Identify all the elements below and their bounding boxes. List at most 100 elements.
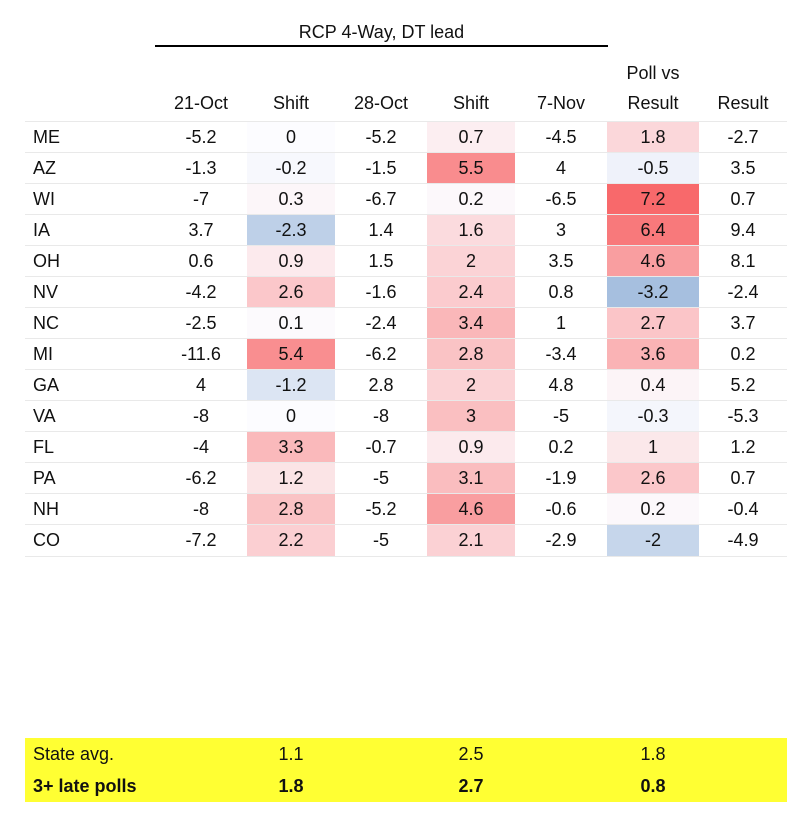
state-label: CO bbox=[33, 530, 60, 550]
state-label: NH bbox=[33, 499, 59, 519]
cell-shift2: 3.4 bbox=[427, 308, 515, 339]
summary-shift1: 1.1 bbox=[278, 744, 304, 764]
cell-nov7: -6.5 bbox=[545, 189, 577, 209]
cell-poll-vs-result: 2.7 bbox=[607, 308, 699, 339]
cell-shift2: 2 bbox=[427, 246, 515, 277]
cell-shift2: 4.6 bbox=[427, 494, 515, 525]
cell-nov7: -4.5 bbox=[545, 127, 577, 147]
cell-shift1: 0 bbox=[247, 122, 335, 153]
cell-shift2: 2.4 bbox=[427, 277, 515, 308]
cell-oct28: -5 bbox=[372, 530, 389, 550]
cell-shift2: 0.2 bbox=[427, 184, 515, 215]
cell-oct21: -8 bbox=[192, 499, 209, 519]
cell-oct28: 1.5 bbox=[368, 251, 394, 271]
summary-label: 3+ late polls bbox=[33, 776, 137, 796]
cell-nov7: -5 bbox=[552, 406, 569, 426]
cell-oct28: -6.2 bbox=[365, 344, 397, 364]
cell-poll-vs-result: 6.4 bbox=[607, 215, 699, 246]
column-header-line: 7-Nov bbox=[536, 93, 585, 113]
summary-shift2: 2.7 bbox=[458, 776, 484, 796]
column-header-shift2: Shift bbox=[427, 88, 515, 118]
summary-poll-vs-result: 0.8 bbox=[640, 776, 666, 796]
column-header-result: Result bbox=[699, 88, 787, 118]
cell-nov7: 0.8 bbox=[548, 282, 574, 302]
cell-oct21: -11.6 bbox=[181, 344, 221, 364]
cell-nov7: -2.9 bbox=[545, 530, 577, 550]
cell-oct21: -4 bbox=[192, 437, 209, 457]
cell-shift2: 2 bbox=[427, 370, 515, 401]
state-label: FL bbox=[33, 437, 55, 457]
cell-nov7: 4.8 bbox=[548, 375, 574, 395]
cell-oct28: -5 bbox=[372, 468, 389, 488]
table-row: PA -6.2 1.2 -5 3.1 -1.9 2.6 0.7 bbox=[25, 462, 787, 494]
table-row: IA 3.7 -2.3 1.4 1.6 3 6.4 9.4 bbox=[25, 214, 787, 246]
column-header-oct28: 28-Oct bbox=[335, 88, 427, 118]
cell-result: 5.2 bbox=[730, 375, 756, 395]
state-label: OH bbox=[33, 251, 60, 271]
cell-result: -5.3 bbox=[727, 406, 759, 426]
cell-oct21: -7 bbox=[192, 189, 209, 209]
cell-poll-vs-result: 0.2 bbox=[607, 494, 699, 525]
cell-oct21: 4 bbox=[195, 375, 206, 395]
column-header-line: Shift bbox=[452, 93, 490, 113]
cell-nov7: -0.6 bbox=[545, 499, 577, 519]
summary-row: 3+ late polls 1.8 2.7 0.8 bbox=[25, 770, 787, 802]
summary-shift1: 1.8 bbox=[278, 776, 304, 796]
cell-oct28: -1.5 bbox=[365, 158, 397, 178]
cell-oct28: -8 bbox=[372, 406, 389, 426]
cell-shift1: 2.2 bbox=[247, 525, 335, 556]
table-row: OH 0.6 0.9 1.5 2 3.5 4.6 8.1 bbox=[25, 245, 787, 277]
cell-poll-vs-result: -0.3 bbox=[607, 401, 699, 432]
cell-nov7: 3 bbox=[555, 220, 566, 240]
column-header-line: Result bbox=[717, 93, 769, 113]
table-row: WI -7 0.3 -6.7 0.2 -6.5 7.2 0.7 bbox=[25, 183, 787, 215]
cell-shift2: 2.8 bbox=[427, 339, 515, 370]
cell-nov7: -3.4 bbox=[545, 344, 577, 364]
cell-oct21: -8 bbox=[192, 406, 209, 426]
cell-oct28: -1.6 bbox=[365, 282, 397, 302]
cell-poll-vs-result: 2.6 bbox=[607, 463, 699, 494]
state-label: IA bbox=[33, 220, 51, 240]
column-header-poll-vs-result: Poll vs Result bbox=[607, 58, 699, 118]
cell-nov7: 3.5 bbox=[548, 251, 574, 271]
cell-result: -2.4 bbox=[727, 282, 759, 302]
column-header-oct21: 21-Oct bbox=[155, 88, 247, 118]
cell-shift1: 2.8 bbox=[247, 494, 335, 525]
cell-oct21: -1.3 bbox=[185, 158, 217, 178]
title-underline bbox=[155, 45, 608, 47]
cell-poll-vs-result: 3.6 bbox=[607, 339, 699, 370]
summary-label: State avg. bbox=[33, 744, 115, 764]
cell-shift1: -2.3 bbox=[247, 215, 335, 246]
column-header-row: 21-Oct Shift 28-Oct Shift 7-Nov Poll vs Result… bbox=[25, 58, 787, 120]
cell-shift2: 2.1 bbox=[427, 525, 515, 556]
table-title: RCP 4-Way, DT lead bbox=[298, 22, 465, 42]
cell-oct28: 1.4 bbox=[368, 220, 394, 240]
cell-shift1: 3.3 bbox=[247, 432, 335, 463]
cell-shift2: 0.9 bbox=[427, 432, 515, 463]
cell-oct21: -5.2 bbox=[185, 127, 217, 147]
cell-oct28: -0.7 bbox=[365, 437, 397, 457]
cell-poll-vs-result: 1.8 bbox=[607, 122, 699, 153]
cell-oct21: -7.2 bbox=[185, 530, 217, 550]
cell-nov7: -1.9 bbox=[545, 468, 577, 488]
summary-row: State avg. 1.1 2.5 1.8 bbox=[25, 738, 787, 770]
cell-result: -2.7 bbox=[727, 127, 759, 147]
table-row: NC -2.5 0.1 -2.4 3.4 1 2.7 3.7 bbox=[25, 307, 787, 339]
summary-block: State avg. 1.1 2.5 1.8 3+ late polls 1.8 2.7 0.… bbox=[25, 738, 787, 802]
state-label: VA bbox=[33, 406, 56, 426]
summary-poll-vs-result: 1.8 bbox=[640, 744, 666, 764]
cell-shift1: 1.2 bbox=[247, 463, 335, 494]
state-label: GA bbox=[33, 375, 60, 395]
table-row: MI -11.6 5.4 -6.2 2.8 -3.4 3.6 0.2 bbox=[25, 338, 787, 370]
cell-poll-vs-result: -0.5 bbox=[607, 153, 699, 184]
cell-shift1: 0 bbox=[247, 401, 335, 432]
state-label: AZ bbox=[33, 158, 57, 178]
cell-oct21: -4.2 bbox=[185, 282, 217, 302]
column-header-line: 21-Oct bbox=[173, 93, 229, 113]
cell-poll-vs-result: 1 bbox=[607, 432, 699, 463]
cell-shift2: 3 bbox=[427, 401, 515, 432]
cell-shift2: 1.6 bbox=[427, 215, 515, 246]
cell-nov7: 4 bbox=[555, 158, 566, 178]
cell-oct21: -2.5 bbox=[185, 313, 217, 333]
cell-poll-vs-result: 4.6 bbox=[607, 246, 699, 277]
